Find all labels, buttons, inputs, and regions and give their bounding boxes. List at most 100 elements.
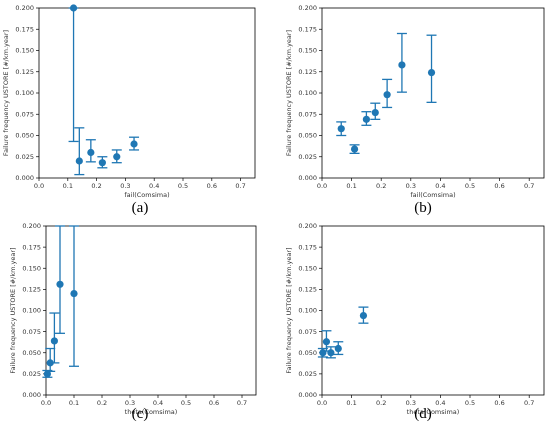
chart-panel: 0.0 0.1 0.2 0.3 0.4 0.5 0.6 0.7 0.000 0.025 0.050 0… xyxy=(2,4,256,216)
plot-frame xyxy=(45,225,257,396)
y-tick-label: 0.150 xyxy=(298,264,317,272)
y-tick-label: 0.075 xyxy=(298,110,317,118)
y-tick-label: 0.025 xyxy=(298,153,317,161)
data-point xyxy=(383,91,391,99)
y-tick-label: 0.200 xyxy=(22,222,41,230)
y-tick-label: 0.100 xyxy=(15,89,34,97)
y-tick-label: 0.200 xyxy=(298,222,317,230)
plot-frame xyxy=(38,7,256,179)
x-tick-label: 0.4 xyxy=(153,399,163,407)
y-tick-label: 0.100 xyxy=(22,307,41,315)
y-tick-label: 0.075 xyxy=(15,110,34,118)
y-tick-label: 0.175 xyxy=(15,25,34,33)
panel-label: (c) xyxy=(132,406,149,422)
y-tick-label: 0.200 xyxy=(15,4,34,12)
y-tick-label: 0.200 xyxy=(298,4,317,12)
x-tick-label: 0.5 xyxy=(465,182,475,190)
y-tick-label: 0.100 xyxy=(298,89,317,97)
y-tick-label: 0.125 xyxy=(298,68,317,76)
x-axis-label: fail(Comsima) xyxy=(124,191,169,199)
data-point xyxy=(362,115,370,123)
data-point xyxy=(334,344,342,353)
x-tick-label: 0.5 xyxy=(181,399,191,407)
y-tick-label: 0.025 xyxy=(298,370,317,378)
data-point xyxy=(350,145,359,153)
chart-panel: 0.0 0.1 0.2 0.3 0.4 0.5 0.6 0.7 0.000 0.025 0.050 0… xyxy=(9,222,257,422)
x-tick-label: 0.3 xyxy=(125,399,135,407)
x-tick-label: 0.7 xyxy=(524,182,534,190)
y-tick-label: 0.025 xyxy=(15,153,34,161)
y-tick-label: 0.175 xyxy=(298,243,317,251)
x-tick-label: 0.4 xyxy=(435,399,445,407)
y-tick-label: 0.125 xyxy=(22,286,41,294)
y-tick-label: 0.150 xyxy=(298,47,317,55)
data-point xyxy=(69,4,78,12)
y-axis-label: Failure frequency USTORE [#/km.year] xyxy=(9,247,17,373)
x-tick-label: 0.2 xyxy=(376,399,386,407)
x-tick-label: 0.0 xyxy=(317,399,327,407)
x-tick-label: 0.1 xyxy=(63,182,73,190)
x-tick-label: 0.0 xyxy=(41,399,51,407)
plot-frame xyxy=(321,225,545,396)
x-tick-label: 0.1 xyxy=(69,399,79,407)
panel-label: (b) xyxy=(414,200,432,216)
y-tick-label: 0.125 xyxy=(15,68,34,76)
y-tick-label: 0.150 xyxy=(15,47,34,55)
y-tick-label: 0.000 xyxy=(298,391,317,399)
data-point xyxy=(43,370,52,378)
y-tick-label: 0.000 xyxy=(15,174,34,182)
data-point xyxy=(98,159,106,167)
x-tick-label: 0.0 xyxy=(34,182,44,190)
x-tick-label: 0.3 xyxy=(406,399,416,407)
panel-label: (d) xyxy=(414,406,432,422)
data-point xyxy=(56,280,64,288)
y-tick-label: 0.150 xyxy=(22,264,41,272)
x-tick-label: 0.5 xyxy=(465,399,475,407)
data-point xyxy=(398,61,406,69)
chart-panel: 0.0 0.1 0.2 0.3 0.4 0.5 0.6 0.7 0.000 0.025 0.050 0… xyxy=(285,4,545,216)
x-axis-label: fail(Comsima) xyxy=(410,191,455,199)
y-tick-label: 0.075 xyxy=(22,328,41,336)
y-tick-label: 0.050 xyxy=(298,349,317,357)
data-point xyxy=(427,69,436,77)
y-tick-label: 0.175 xyxy=(22,243,41,251)
data-point xyxy=(70,290,78,298)
y-tick-label: 0.050 xyxy=(298,132,317,140)
y-axis-label: Failure frequency USTORE [#/km.year] xyxy=(2,30,10,156)
data-point xyxy=(371,108,379,117)
panel-label: (a) xyxy=(132,200,149,216)
data-point xyxy=(113,153,121,161)
y-tick-label: 0.025 xyxy=(22,370,41,378)
x-tick-label: 0.3 xyxy=(120,182,130,190)
data-point xyxy=(75,157,83,165)
x-tick-label: 0.7 xyxy=(237,399,247,407)
data-point xyxy=(319,349,327,357)
y-tick-label: 0.125 xyxy=(298,286,317,294)
x-tick-label: 0.5 xyxy=(178,182,188,190)
data-point xyxy=(327,349,335,357)
y-tick-label: 0.050 xyxy=(15,132,34,140)
x-tick-label: 0.2 xyxy=(91,182,101,190)
x-tick-label: 0.7 xyxy=(524,399,534,407)
data-point xyxy=(50,337,59,345)
x-tick-label: 0.7 xyxy=(235,182,245,190)
y-axis-label: Failure frequency USTORE [#/km.year] xyxy=(285,247,293,373)
x-tick-label: 0.1 xyxy=(346,182,356,190)
y-tick-label: 0.075 xyxy=(298,328,317,336)
x-tick-label: 0.4 xyxy=(435,182,445,190)
x-axis-label: theta(Comsima) xyxy=(407,408,460,416)
x-tick-label: 0.3 xyxy=(406,182,416,190)
data-point xyxy=(87,148,95,157)
y-tick-label: 0.050 xyxy=(22,349,41,357)
x-tick-label: 0.6 xyxy=(494,399,504,407)
x-tick-label: 0.0 xyxy=(317,182,327,190)
y-tick-label: 0.175 xyxy=(298,25,317,33)
chart-panel: 0.0 0.1 0.2 0.3 0.4 0.5 0.6 0.7 0.000 0.025 0.050 0… xyxy=(285,222,545,422)
y-tick-label: 0.000 xyxy=(298,174,317,182)
y-tick-label: 0.000 xyxy=(22,391,41,399)
data-point xyxy=(322,338,331,346)
x-axis-label: theta(Comsima) xyxy=(125,408,178,416)
x-tick-label: 0.2 xyxy=(97,399,107,407)
x-tick-label: 0.6 xyxy=(494,182,504,190)
